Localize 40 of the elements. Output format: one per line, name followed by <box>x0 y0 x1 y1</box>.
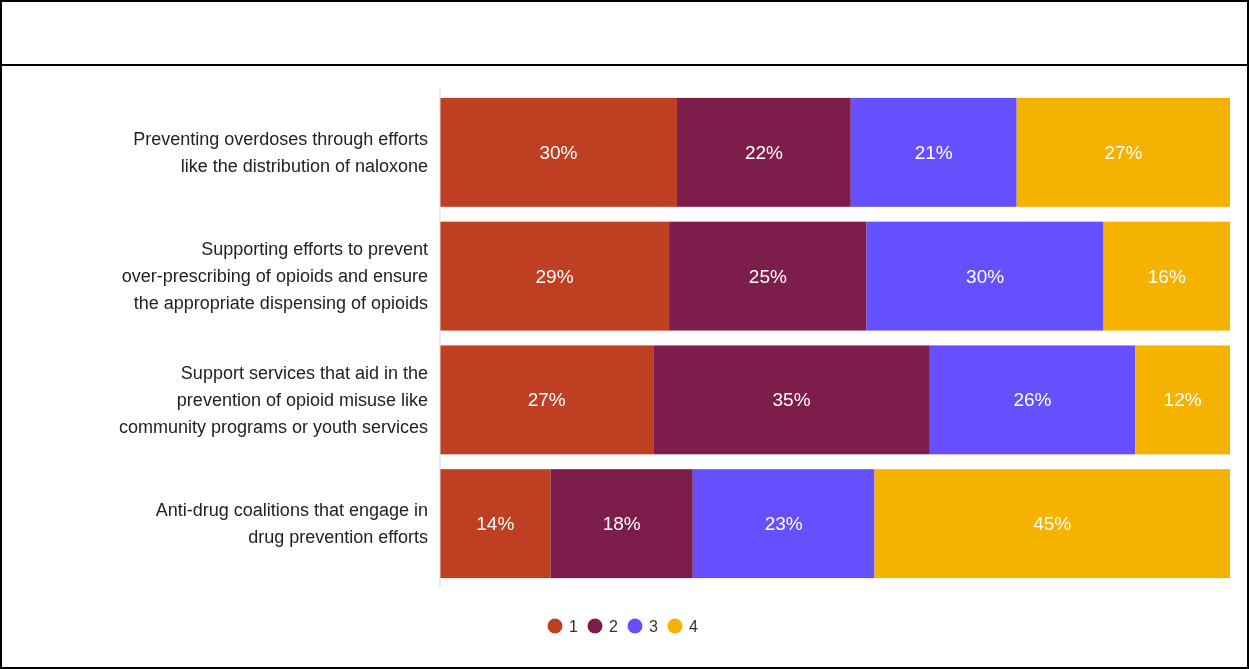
data-label: 26% <box>1013 389 1052 411</box>
bar <box>669 221 867 331</box>
data-label: 14% <box>476 513 515 535</box>
y-tick-label: Preventing overdoses through efforts like the distribution of naloxone <box>133 128 428 176</box>
bar <box>850 97 1017 207</box>
bar <box>440 345 654 455</box>
legend-label: 3 <box>649 617 658 635</box>
bar <box>1016 97 1230 207</box>
bar <box>440 221 670 331</box>
data-label: 12% <box>1163 389 1202 411</box>
bar <box>440 469 551 579</box>
legend-label: 2 <box>609 617 618 635</box>
bar <box>929 345 1136 455</box>
bar <box>866 221 1104 331</box>
data-label: 29% <box>535 265 574 287</box>
data-label: 27% <box>1104 141 1143 163</box>
bar <box>653 345 930 455</box>
y-tick-label: Support services that aid in the prevention of opioid misuse like community programs or youth services <box>118 362 428 437</box>
legend-label: 1 <box>569 617 578 635</box>
y-tick-label: Supporting efforts to prevent over-prescribing of opioids and ensure the appropriate dispensing of opioids <box>121 239 428 314</box>
y-tick-label: Anti-drug coalitions that engage in drug prevention efforts <box>155 500 428 548</box>
legend-label: 4 <box>689 617 698 635</box>
bar <box>440 97 677 207</box>
data-label: 23% <box>764 513 803 535</box>
data-label: 16% <box>1147 265 1186 287</box>
bar <box>1135 345 1230 455</box>
bar <box>874 469 1230 579</box>
bar <box>1103 221 1230 331</box>
bar <box>550 469 693 579</box>
bar <box>677 97 851 207</box>
data-label: 25% <box>748 265 787 287</box>
data-label: 21% <box>914 141 953 163</box>
data-label: 27% <box>527 389 566 411</box>
data-label: 45% <box>1033 513 1072 535</box>
data-label: 22% <box>744 141 784 163</box>
bar <box>692 469 875 579</box>
data-label: 30% <box>539 141 578 163</box>
data-label: 30% <box>966 265 1005 287</box>
data-label: 18% <box>602 513 641 535</box>
data-label: 35% <box>772 389 811 411</box>
